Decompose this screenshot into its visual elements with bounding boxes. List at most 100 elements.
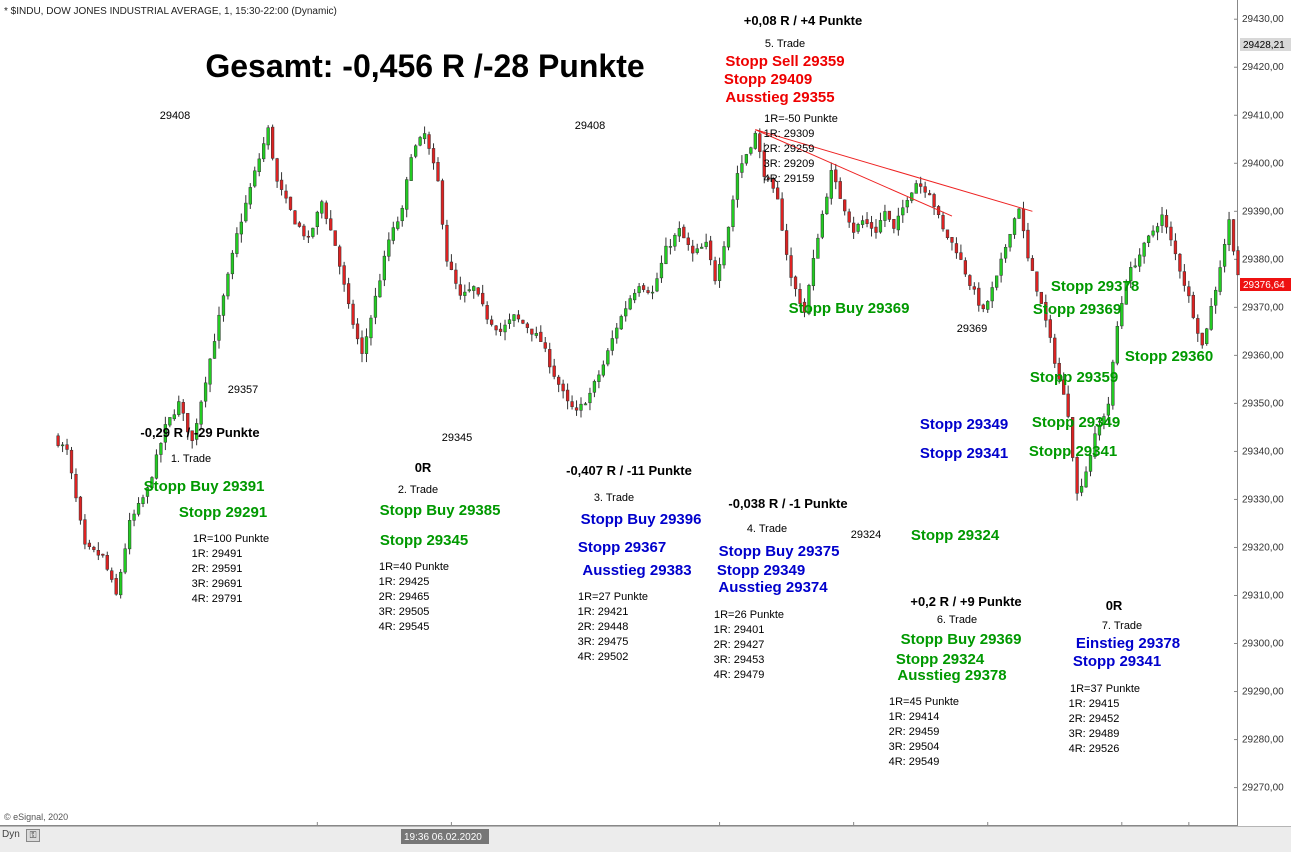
annotation-label: Stopp 29341 xyxy=(1029,443,1117,460)
annotation-label: Stopp 29367 xyxy=(578,539,666,556)
candle-body xyxy=(659,262,664,279)
annotation-label: Stopp 29341 xyxy=(920,445,1008,462)
annotation-label: 4R: 29159 xyxy=(764,173,815,185)
annotation-label: 3R: 29209 xyxy=(764,158,815,170)
candle-body xyxy=(391,227,395,241)
candle-body xyxy=(494,325,498,331)
y-tick-label: 29410,00 xyxy=(1242,110,1284,121)
candle-body xyxy=(650,291,655,294)
annotation-label: 4R: 29479 xyxy=(714,669,765,681)
candle-body xyxy=(816,237,820,259)
candle-body xyxy=(1187,286,1191,297)
candle-body xyxy=(74,474,78,499)
candle-body xyxy=(92,546,96,550)
y-tick-label: 29270,00 xyxy=(1242,783,1284,794)
candle-body xyxy=(941,215,945,230)
candle-body xyxy=(485,305,489,320)
annotation-label: 29324 xyxy=(851,529,882,541)
candle-body xyxy=(1093,433,1097,458)
dyn-toggle[interactable]: Dyn xyxy=(2,829,20,840)
candle-body xyxy=(919,183,923,187)
candle-body xyxy=(199,401,203,425)
last-price-badge xyxy=(1240,278,1291,291)
candle-body xyxy=(977,287,981,306)
annotation-label: 2R: 29259 xyxy=(764,143,815,155)
candle-body xyxy=(878,220,883,233)
candle-body xyxy=(981,304,985,310)
candle-body xyxy=(387,239,391,257)
candle-body xyxy=(445,224,449,262)
candle-body xyxy=(1053,337,1057,364)
candle-body xyxy=(302,225,306,237)
candle-body xyxy=(463,291,467,296)
annotation-label: 7. Trade xyxy=(1102,620,1142,632)
candle-body xyxy=(145,487,150,497)
candle-body xyxy=(1124,281,1128,305)
candle-body xyxy=(691,245,695,254)
candle-body xyxy=(865,219,869,224)
candle-body xyxy=(1214,289,1218,306)
candle-body xyxy=(127,520,132,550)
candle-body xyxy=(852,222,856,233)
candle-body xyxy=(664,245,668,265)
candle-body xyxy=(1142,242,1146,257)
candle-body xyxy=(1182,271,1187,286)
bottom-toolbar xyxy=(0,826,1291,852)
candle-body xyxy=(360,337,364,354)
candle-body xyxy=(825,196,829,215)
candle-body xyxy=(1115,326,1119,364)
candle-body xyxy=(1075,457,1079,494)
y-tick-label: 29300,00 xyxy=(1242,639,1284,650)
candle-body xyxy=(655,278,659,292)
annotation-label: 1R: 29414 xyxy=(889,711,940,723)
candle-body xyxy=(418,137,422,146)
candle-body xyxy=(601,364,605,376)
candle-body xyxy=(105,555,109,570)
candle-body xyxy=(758,133,762,152)
candle-body xyxy=(449,261,454,270)
annotation-label: 3R: 29475 xyxy=(578,636,629,648)
annotation-label: -0,038 R / -1 Punkte xyxy=(728,496,847,511)
candle-body xyxy=(874,226,878,233)
candle-body xyxy=(932,194,936,207)
candle-body xyxy=(159,443,163,455)
candle-body xyxy=(726,226,731,248)
candle-body xyxy=(713,260,717,282)
candle-body xyxy=(203,382,208,402)
top-price-badge xyxy=(1240,38,1291,51)
candle-body xyxy=(351,303,355,325)
candle-body xyxy=(378,280,382,298)
candle-body xyxy=(534,333,538,336)
annotation-label: 4R: 29526 xyxy=(1069,743,1120,755)
candle-body xyxy=(708,240,713,261)
candle-body xyxy=(695,248,699,253)
annotation-label: 1R: 29401 xyxy=(714,624,765,636)
candle-body xyxy=(798,289,802,304)
candle-body xyxy=(409,157,413,181)
candle-body xyxy=(355,323,360,340)
candle-body xyxy=(624,308,628,317)
candle-body xyxy=(369,317,373,339)
candle-body xyxy=(212,341,217,359)
candle-body xyxy=(767,177,771,180)
candle-body xyxy=(561,383,565,392)
y-tick-label: 29380,00 xyxy=(1242,254,1284,265)
candle-body xyxy=(539,331,543,342)
candle-body xyxy=(668,246,673,248)
candle-body xyxy=(458,284,462,296)
candle-body xyxy=(266,127,270,146)
annotation-label: 2R: 29465 xyxy=(379,591,430,603)
candle-body xyxy=(181,402,185,414)
lock-icon[interactable]: ⚿ xyxy=(26,829,40,842)
candle-body xyxy=(512,314,516,321)
candle-body xyxy=(1039,291,1043,304)
y-tick-label: 29390,00 xyxy=(1242,206,1284,217)
annotation-label: Stopp 29291 xyxy=(179,504,267,521)
candle-body xyxy=(1209,306,1213,330)
candle-body xyxy=(1048,319,1052,338)
candle-body xyxy=(1003,247,1008,259)
annotation-label: 29357 xyxy=(228,384,259,396)
candle-body xyxy=(338,246,342,267)
candle-body xyxy=(927,193,932,196)
candle-body xyxy=(1079,485,1084,493)
